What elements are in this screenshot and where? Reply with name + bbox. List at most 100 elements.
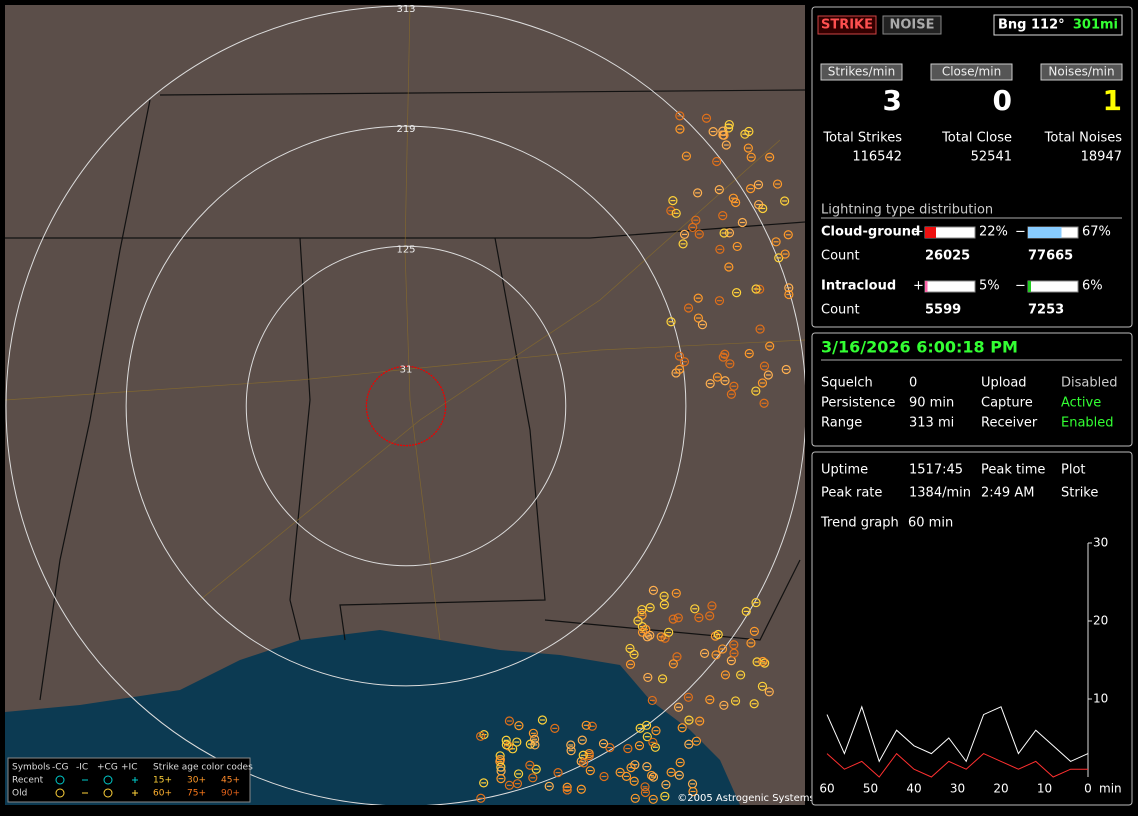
strike-symbol bbox=[708, 127, 718, 137]
trend-label: Trend graph bbox=[820, 516, 899, 531]
strike-symbol bbox=[718, 126, 728, 136]
noise-button-label[interactable]: NOISE bbox=[889, 18, 934, 33]
strike-ring bbox=[724, 262, 734, 272]
strike-ring bbox=[501, 740, 511, 750]
rate-button[interactable] bbox=[820, 63, 903, 81]
percent-label: 67% bbox=[1082, 225, 1111, 240]
strike-ring bbox=[666, 317, 676, 327]
strike-symbol bbox=[765, 152, 775, 162]
strike-symbol bbox=[659, 600, 669, 610]
strike-ring bbox=[642, 732, 652, 742]
strike-ring bbox=[718, 126, 728, 136]
strike-symbol bbox=[579, 758, 589, 768]
total-value: 52541 bbox=[971, 150, 1012, 165]
strike-ring bbox=[677, 723, 687, 733]
rate-button[interactable] bbox=[1040, 63, 1123, 81]
strike-symbol bbox=[479, 778, 489, 788]
strike-ring bbox=[751, 284, 761, 294]
strike-symbol bbox=[641, 720, 652, 730]
stats-cell: Strike bbox=[1061, 486, 1098, 501]
strike-ring bbox=[714, 185, 724, 195]
rate-label[interactable]: Close/min bbox=[942, 65, 1001, 79]
strike-symbol bbox=[630, 793, 640, 803]
strike-ring bbox=[648, 585, 659, 595]
strike-symbol bbox=[697, 320, 708, 330]
x-tick-label: 30 bbox=[950, 782, 965, 796]
strike-symbol bbox=[730, 696, 741, 706]
strike-symbol bbox=[713, 629, 723, 640]
strike-symbol bbox=[671, 588, 681, 598]
strike-ring bbox=[626, 762, 636, 773]
strike-symbol bbox=[674, 351, 685, 361]
strike-ring bbox=[684, 715, 694, 725]
strike-ring bbox=[781, 364, 791, 375]
strike-symbol bbox=[780, 249, 790, 259]
status-cell: 313 mi bbox=[909, 416, 954, 431]
strike-button-label[interactable]: STRIKE bbox=[821, 18, 873, 33]
strike-symbol bbox=[780, 196, 790, 206]
range-ring bbox=[245, 245, 567, 567]
strike-ring bbox=[579, 758, 589, 768]
strike-symbol bbox=[637, 604, 647, 615]
strike-ring bbox=[784, 283, 794, 293]
strike-symbol bbox=[657, 674, 668, 684]
strike-ring bbox=[625, 643, 635, 654]
strike-ring bbox=[713, 629, 723, 640]
strike-symbol bbox=[675, 111, 685, 121]
strike-ring bbox=[528, 728, 538, 738]
distance: 301mi bbox=[1073, 18, 1118, 33]
noise-button[interactable] bbox=[882, 15, 942, 35]
trend-panel bbox=[811, 451, 1133, 806]
status-cell: Active bbox=[1061, 396, 1101, 411]
legend-age-old: 75+ bbox=[187, 789, 206, 799]
x-unit: min bbox=[1099, 782, 1122, 796]
strike-ring bbox=[683, 303, 694, 313]
strike-ring bbox=[763, 370, 773, 380]
strike-symbol bbox=[640, 787, 651, 798]
strike-symbol bbox=[641, 624, 651, 634]
strike-symbol bbox=[529, 734, 540, 744]
strike-symbol bbox=[577, 735, 587, 745]
strike-button[interactable] bbox=[817, 15, 877, 35]
strike-ring bbox=[659, 600, 669, 610]
trend-line bbox=[826, 752, 1088, 778]
legend-recent: Recent bbox=[12, 776, 44, 786]
strike-ring bbox=[673, 702, 684, 712]
strike-symbol bbox=[746, 638, 756, 648]
strike-ring bbox=[513, 769, 524, 779]
strike-ring bbox=[512, 737, 522, 747]
rate-button[interactable] bbox=[930, 63, 1013, 81]
strike-symbol bbox=[718, 352, 728, 362]
strike-symbol bbox=[666, 317, 676, 327]
strike-ring bbox=[476, 731, 486, 741]
strike-symbol bbox=[576, 784, 586, 794]
roads bbox=[5, 5, 805, 641]
strike-ring bbox=[496, 774, 506, 784]
strike-ring bbox=[719, 700, 729, 710]
status-cell: Squelch bbox=[821, 376, 873, 391]
strike-symbol bbox=[672, 652, 682, 662]
strike-symbol bbox=[550, 723, 560, 733]
strike-ring bbox=[661, 780, 671, 790]
strike-ring bbox=[759, 398, 769, 408]
strike-ring bbox=[681, 151, 691, 161]
strike-symbol bbox=[757, 681, 768, 691]
range-ring bbox=[5, 5, 805, 805]
rate-label[interactable]: Strikes/min bbox=[828, 65, 895, 79]
map: 313 219 125 31 bbox=[5, 5, 805, 805]
stats-panel bbox=[811, 6, 1133, 328]
strike-symbol bbox=[496, 774, 506, 784]
strike-ring bbox=[736, 670, 746, 680]
rate-label[interactable]: Noises/min bbox=[1048, 65, 1114, 79]
strike-symbol bbox=[720, 670, 731, 680]
strike-ring bbox=[576, 756, 586, 766]
strike-ring bbox=[701, 113, 712, 123]
strike-ring bbox=[553, 768, 563, 778]
legend-symbol bbox=[55, 788, 65, 798]
strike-symbol bbox=[688, 786, 698, 797]
legend-age-old: 90+ bbox=[221, 789, 240, 799]
strike-ring bbox=[729, 648, 739, 658]
strike-ring bbox=[730, 696, 741, 706]
strike-ring bbox=[514, 721, 524, 731]
strike-ring bbox=[726, 389, 736, 399]
